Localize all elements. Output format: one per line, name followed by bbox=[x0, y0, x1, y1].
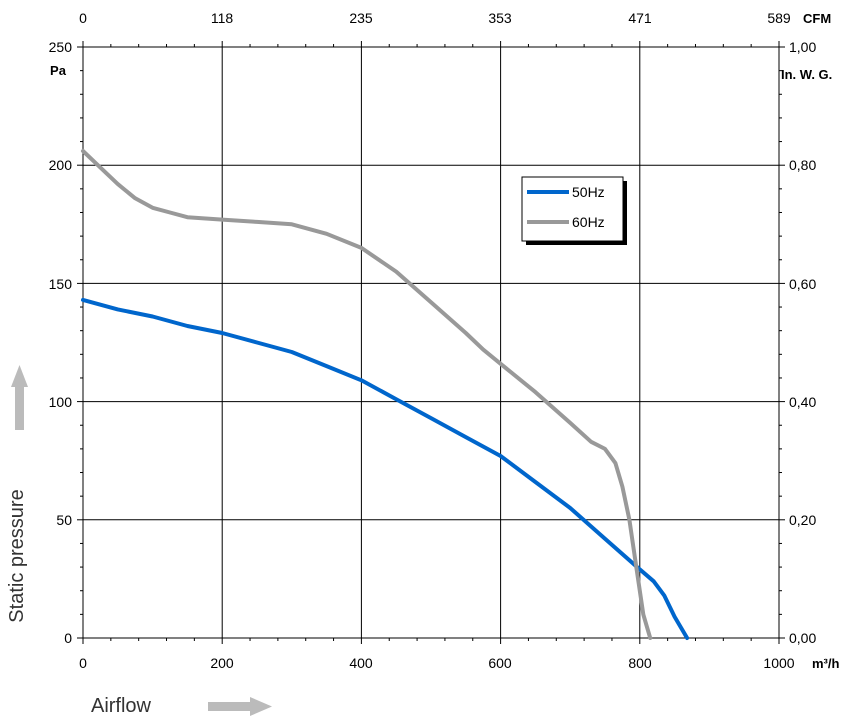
bottom-tick-labels: 0 200 400 600 800 1000 m³/h bbox=[79, 655, 839, 671]
x-axis-title: Airflow bbox=[91, 695, 152, 717]
right-arrow-icon bbox=[208, 697, 272, 716]
x-tick-label: 0 bbox=[79, 655, 87, 671]
minor-ticks bbox=[77, 41, 785, 644]
x-axis-title-group: Airflow bbox=[91, 695, 272, 717]
y2-tick-label: 0,20 bbox=[789, 512, 816, 528]
legend-label-50hz: 50Hz bbox=[572, 184, 605, 200]
x2-tick-label: 471 bbox=[628, 10, 652, 26]
x-tick-label: 400 bbox=[349, 655, 373, 671]
series-layer bbox=[81, 149, 690, 640]
x-tick-label: 600 bbox=[488, 655, 512, 671]
legend-label-60hz: 60Hz bbox=[572, 214, 605, 230]
right-tick-labels: 0,00 0,20 0,40 0,60 0,80 1,00 In. W. G. bbox=[781, 39, 832, 646]
y2-tick-label: 0,80 bbox=[789, 157, 816, 173]
legend: 50Hz 60Hz bbox=[521, 176, 627, 245]
y2-tick-label: 0,60 bbox=[789, 276, 816, 292]
x2-tick-label: 0 bbox=[79, 10, 87, 26]
y-tick-label: 100 bbox=[49, 394, 73, 410]
x-tick-label: 1000 bbox=[763, 655, 794, 671]
plot-frame bbox=[82, 46, 780, 639]
y-tick-label: 250 bbox=[49, 39, 73, 55]
x2-tick-label: 118 bbox=[211, 10, 234, 26]
x2-tick-label: 589 bbox=[767, 10, 791, 26]
y2-tick-label: 1,00 bbox=[789, 39, 816, 55]
y-unit-label: Pa bbox=[50, 63, 67, 78]
y-tick-label: 50 bbox=[56, 512, 72, 528]
y-tick-label: 150 bbox=[49, 276, 73, 292]
y2-tick-label: 0,40 bbox=[789, 394, 816, 410]
up-arrow-icon bbox=[11, 365, 28, 430]
y-axis-title: Static pressure bbox=[6, 489, 28, 622]
y2-tick-label: 0,00 bbox=[789, 630, 816, 646]
series-line-50hz bbox=[81, 297, 690, 640]
y-axis-title-group: Static pressure bbox=[6, 365, 28, 623]
legend-box bbox=[521, 176, 624, 242]
x-tick-label: 800 bbox=[628, 655, 652, 671]
y2-unit-label: In. W. G. bbox=[781, 67, 832, 82]
grid-lines bbox=[83, 47, 779, 638]
left-tick-labels: 0 50 100 150 200 250 Pa bbox=[49, 39, 73, 646]
x-unit-label: m³/h bbox=[812, 656, 840, 671]
x-tick-label: 200 bbox=[210, 655, 234, 671]
y-tick-label: 0 bbox=[64, 630, 72, 646]
x2-unit-label: CFM bbox=[803, 11, 831, 26]
series-line-60hz bbox=[81, 149, 653, 640]
top-tick-labels: 0 118 235 353 471 589 CFM bbox=[79, 10, 831, 26]
x2-tick-label: 353 bbox=[488, 10, 512, 26]
x2-tick-label: 235 bbox=[349, 10, 373, 26]
y-tick-label: 200 bbox=[49, 157, 73, 173]
